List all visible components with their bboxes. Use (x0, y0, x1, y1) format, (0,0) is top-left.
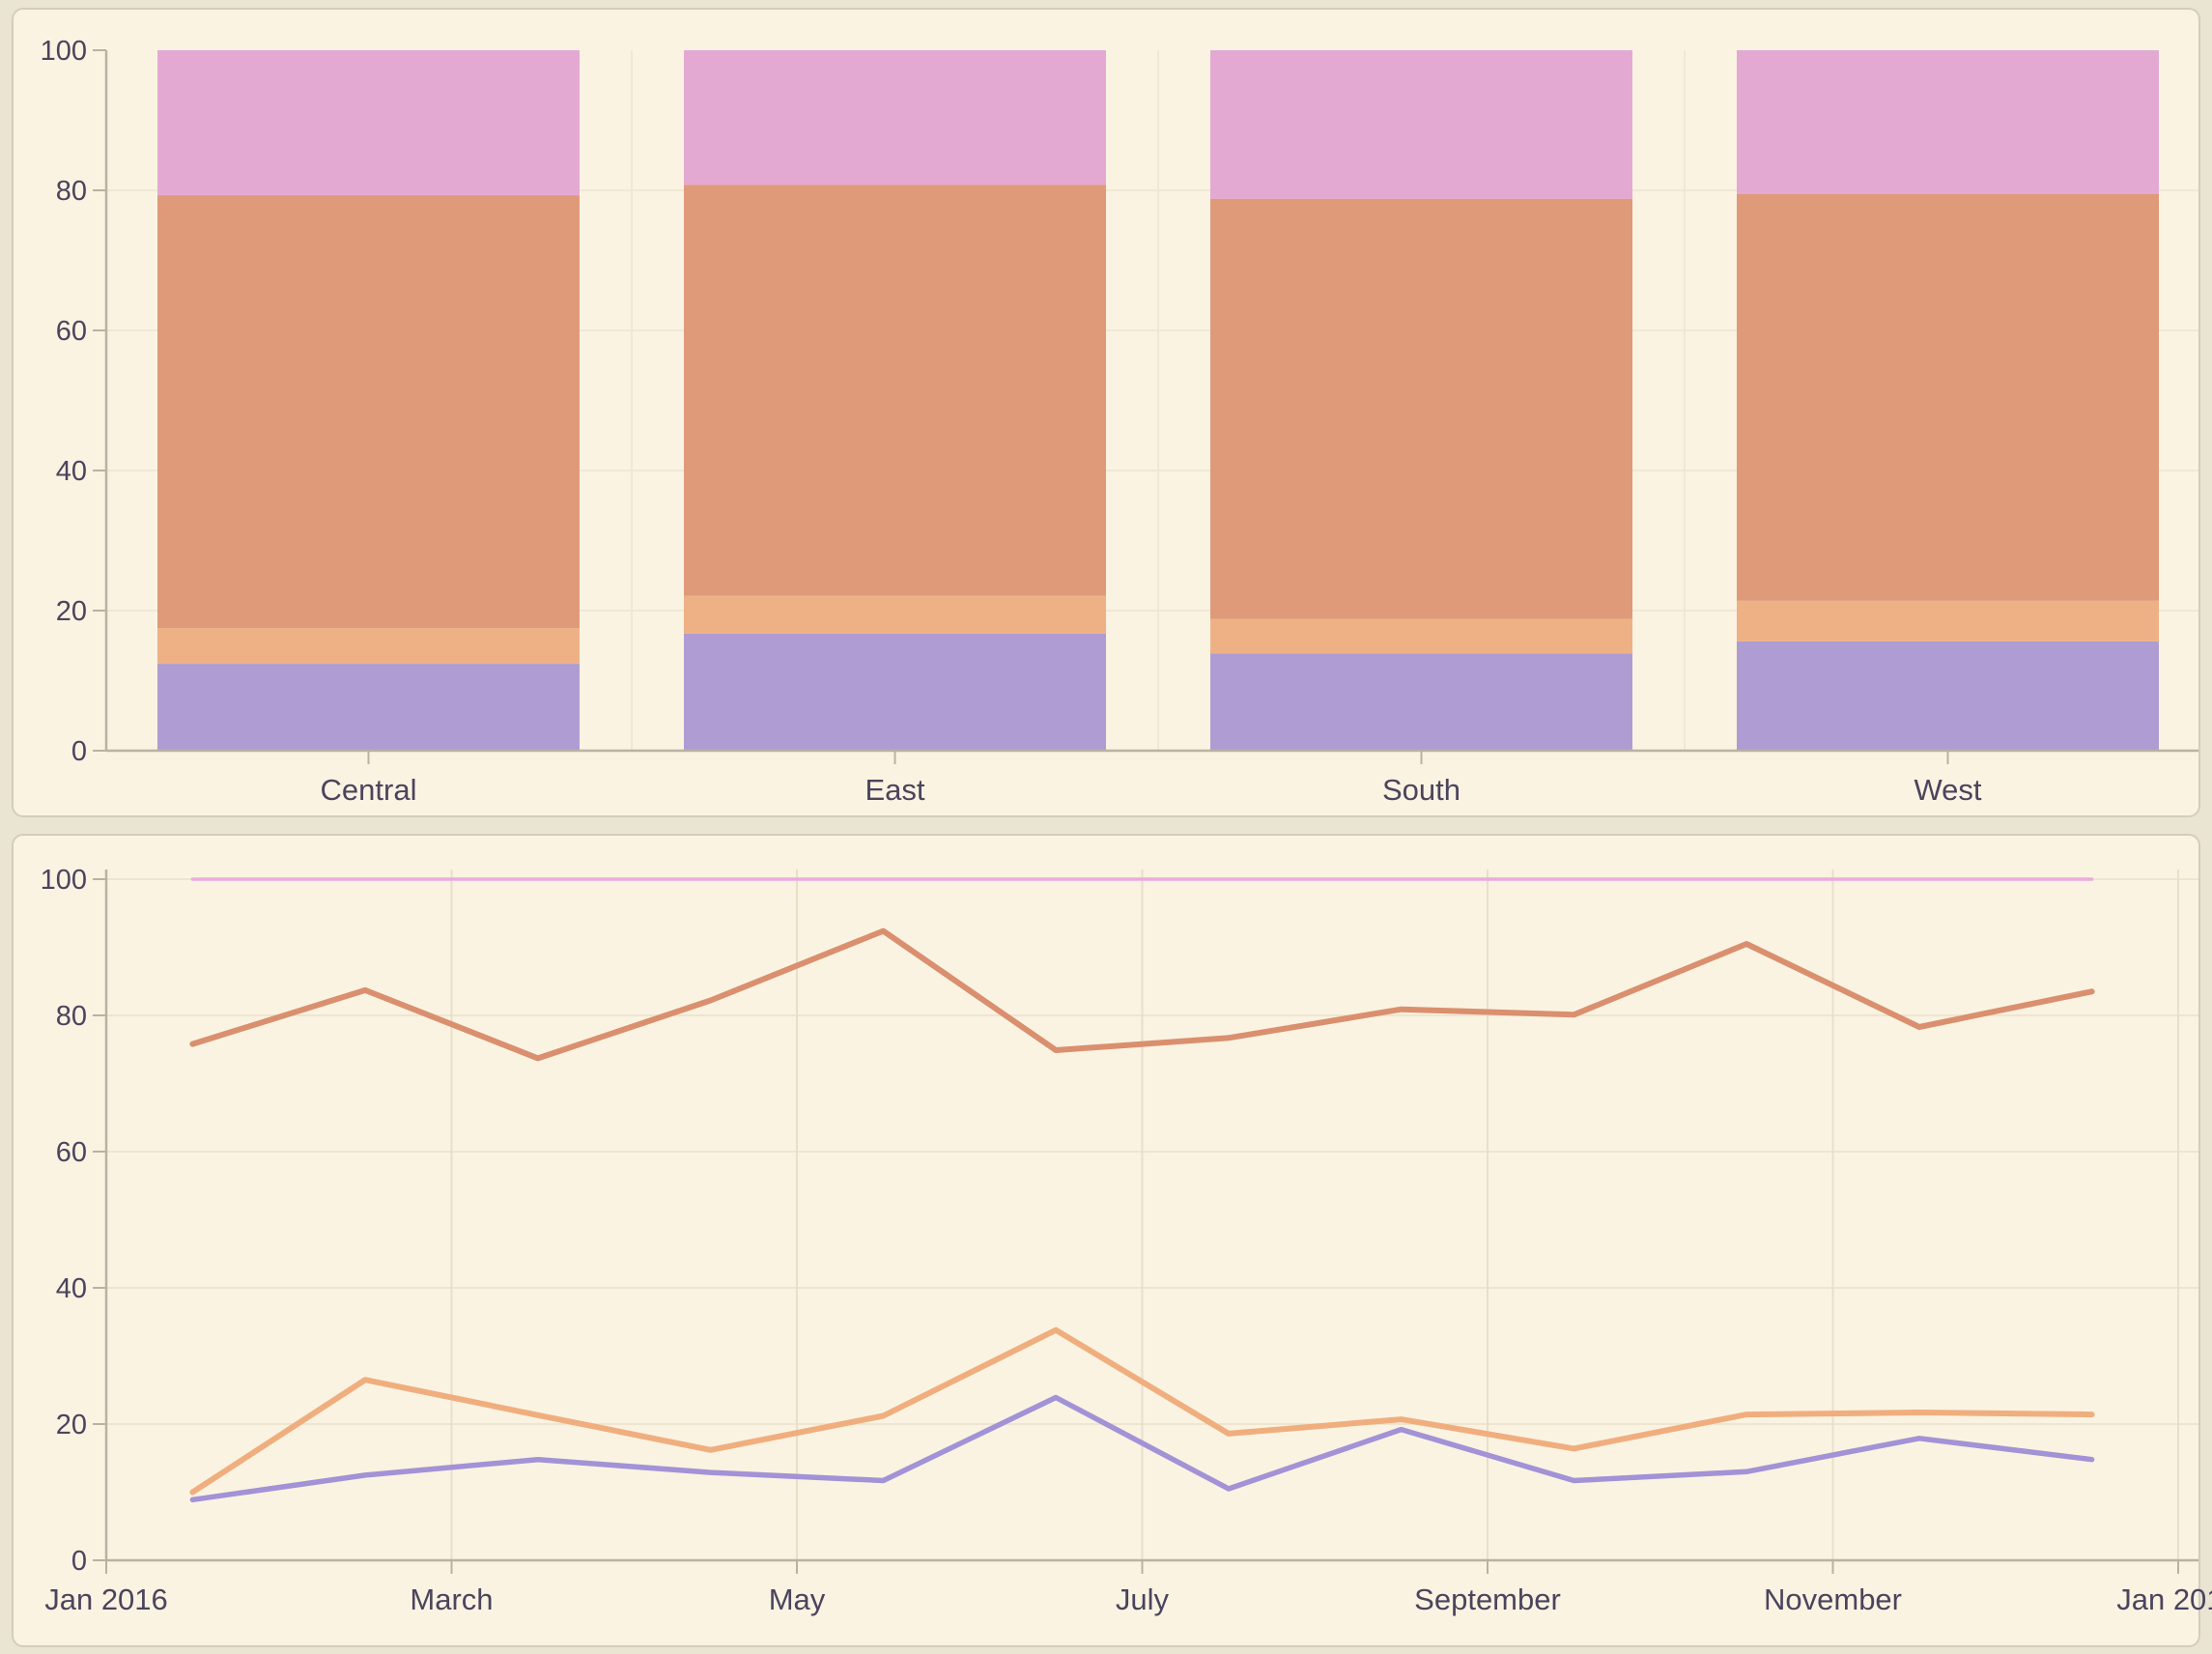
bar-segment-west-orange[interactable] (1737, 600, 2159, 642)
line-series-purple[interactable] (189, 1394, 2095, 1503)
line-series-salmon[interactable] (189, 927, 2095, 1062)
bar-segment-central-purple[interactable] (157, 664, 580, 751)
bar-segment-west-salmon[interactable] (1737, 193, 2159, 601)
bar-segment-central-salmon[interactable] (157, 195, 580, 629)
bar-segment-south-pink[interactable] (1210, 50, 1632, 199)
bar-segment-central-pink[interactable] (157, 50, 580, 196)
bar-segment-central-orange[interactable] (157, 628, 580, 665)
bar-segment-east-purple[interactable] (684, 633, 1106, 751)
monthly-line-chart-card (12, 834, 2200, 1647)
bar-segment-south-salmon[interactable] (1210, 198, 1632, 619)
bar-segment-west-purple[interactable] (1737, 641, 2159, 751)
bar-segment-east-orange[interactable] (684, 595, 1106, 634)
bar-segment-east-pink[interactable] (684, 50, 1106, 185)
bar-segment-south-purple[interactable] (1210, 653, 1632, 751)
bar-segment-west-pink[interactable] (1737, 50, 2159, 194)
line-series-orange[interactable] (189, 1326, 2095, 1496)
bar-segment-east-salmon[interactable] (684, 185, 1106, 596)
bar-segment-south-orange[interactable] (1210, 618, 1632, 654)
